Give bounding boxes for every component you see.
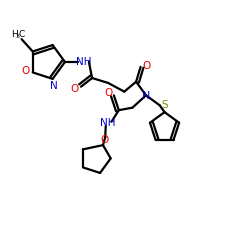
- Text: NH: NH: [76, 57, 91, 67]
- Text: O: O: [71, 84, 79, 94]
- Text: 3: 3: [16, 34, 20, 39]
- Text: O: O: [142, 61, 150, 71]
- Text: O: O: [104, 88, 112, 98]
- Text: NH: NH: [100, 118, 116, 128]
- Text: O: O: [21, 66, 29, 76]
- Text: N: N: [142, 91, 150, 101]
- Text: H: H: [11, 30, 18, 40]
- Text: O: O: [100, 135, 108, 145]
- Text: N: N: [50, 81, 58, 91]
- Text: C: C: [19, 30, 25, 40]
- Text: S: S: [161, 100, 168, 110]
